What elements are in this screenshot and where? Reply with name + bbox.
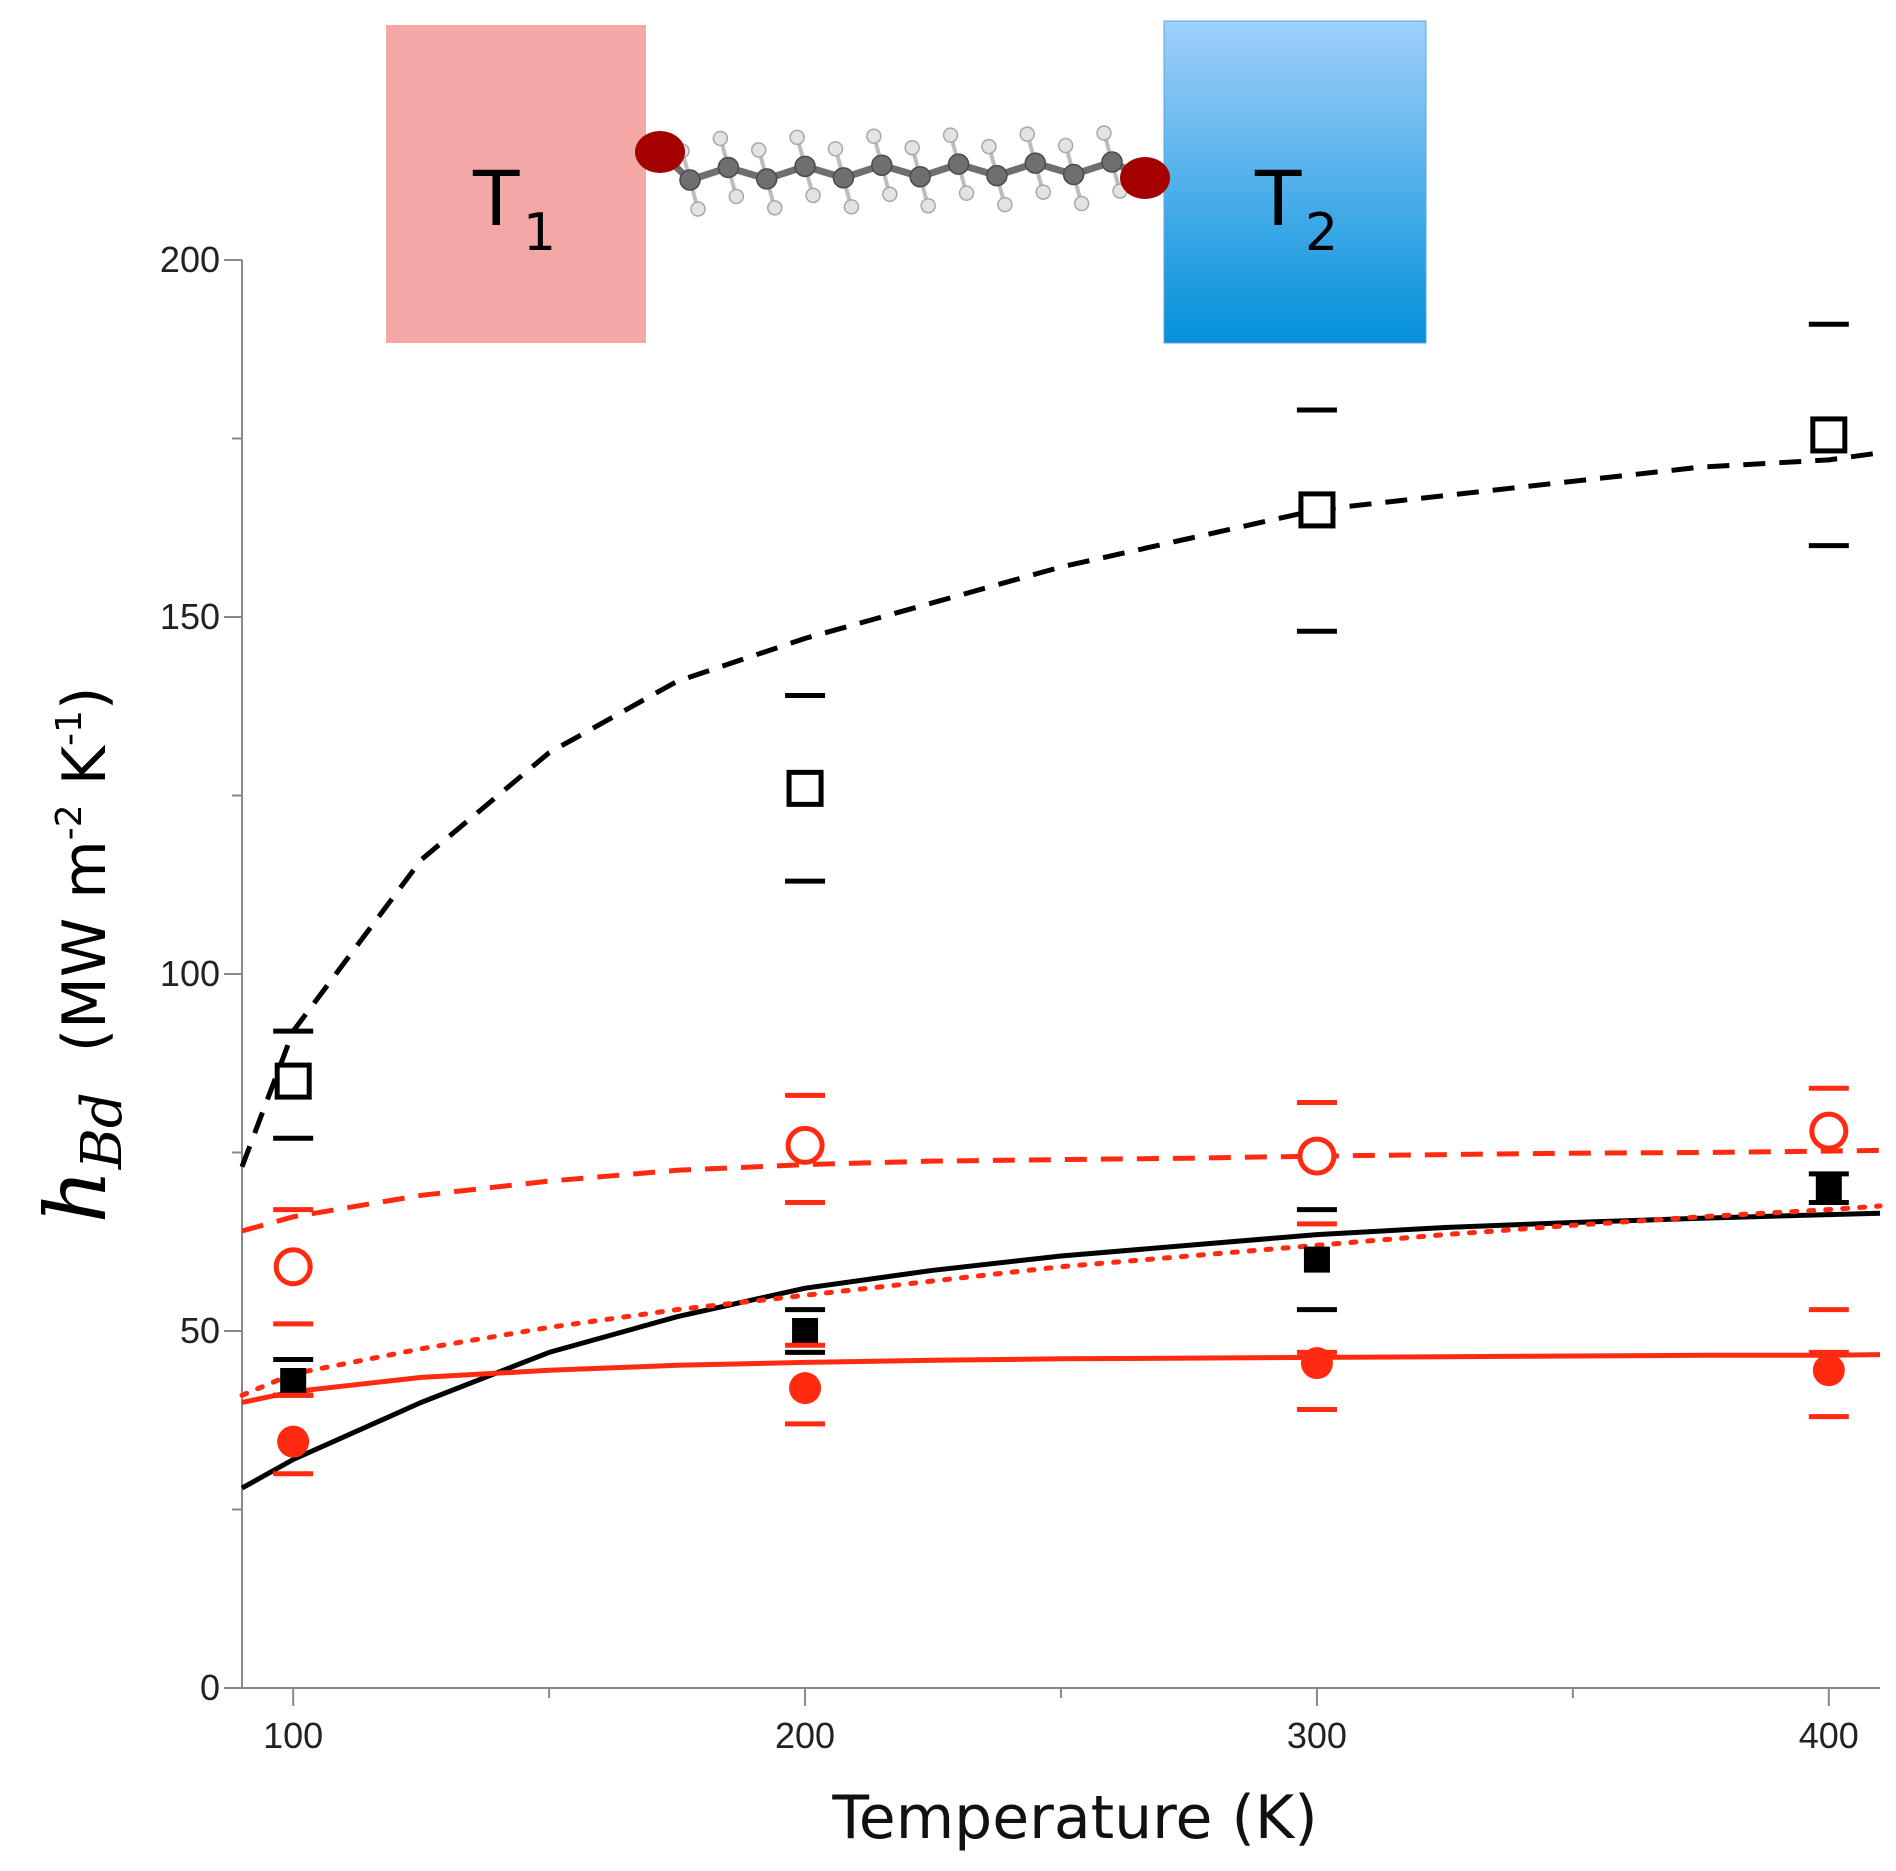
y-axis-units-end: ) (50, 687, 120, 710)
red-dashed-fit (241, 1147, 1881, 1234)
y-axis-subscript: Bd (70, 1092, 135, 1170)
x-tick-label: 200 (775, 1715, 835, 1756)
hydrogen-atom (690, 201, 706, 217)
x-axis-title: Temperature (K) (831, 1783, 1317, 1853)
open-red-circles-marker (1297, 1136, 1337, 1176)
carbon-atom (986, 164, 1008, 187)
carbon-atom (1024, 152, 1047, 174)
y-axis-units-exp2: -1 (49, 710, 90, 746)
alkane-chain-molecule (657, 125, 1147, 217)
hydrogen-atom (997, 196, 1013, 213)
y-tick-label: 100 (160, 953, 220, 994)
filled-black-squares-marker (792, 1318, 819, 1344)
carbon-atom (871, 154, 893, 177)
inset-schematic: T 1 T 2 (386, 20, 1427, 344)
hydrogen-atom (866, 128, 882, 145)
red-solid-fit (241, 1352, 1881, 1405)
hydrogen-atom (805, 187, 821, 204)
hydrogen-atom (712, 130, 729, 147)
hydrogen-atom (789, 129, 805, 146)
carbon-atom (1062, 163, 1085, 186)
y-axis-title: hBd (MW m-2 K-1) (27, 687, 135, 1224)
filled-black-squares-marker (1815, 1175, 1842, 1202)
hydrogen-atom (750, 142, 767, 158)
hydrogen-atom (827, 141, 844, 157)
black-dashed-fit (239, 450, 1881, 1168)
left-anchor-atom (635, 131, 685, 173)
hydrogen-atom (766, 200, 783, 216)
open-black-squares-marker (786, 769, 824, 807)
y-axis-units-exp1: -2 (49, 804, 90, 840)
open-red-circles-marker (785, 1125, 825, 1165)
open-black-squares-marker (274, 1062, 312, 1100)
y-tick-label: 50 (180, 1310, 220, 1351)
hydrogen-atom (728, 188, 745, 205)
filled-red-circles-marker (789, 1372, 822, 1405)
carbon-atom (947, 153, 970, 175)
y-tick-label: 0 (200, 1667, 220, 1708)
x-tick-label: 400 (1799, 1715, 1859, 1756)
x-tick-label: 300 (1287, 1715, 1347, 1756)
y-axis-units: (MW m (50, 840, 120, 1052)
hydrogen-atom (958, 185, 975, 201)
left-reservoir-label: T (472, 154, 520, 243)
carbon-atom (832, 167, 855, 189)
open-red-circles-marker (1809, 1111, 1849, 1151)
open-black-squares-marker (1810, 416, 1848, 454)
y-tick-label: 150 (160, 596, 220, 637)
data-markers (273, 321, 1849, 1477)
filled-red-circles-marker (1812, 1354, 1845, 1387)
x-tick-label: 100 (263, 1715, 323, 1756)
hydrogen-atom (882, 186, 898, 203)
right-reservoir-subscript: 2 (1305, 203, 1338, 263)
hydrogen-atom (920, 197, 936, 214)
carbon-atom (1101, 151, 1123, 173)
open-black-squares-marker (1298, 491, 1336, 529)
hydrogen-atom (1057, 137, 1074, 154)
left-reservoir-box (386, 25, 646, 343)
hydrogen-atom (1096, 125, 1112, 141)
hydrogen-atom (843, 199, 860, 215)
hydrogen-atom (1019, 126, 1036, 142)
black-solid-fit (240, 1210, 1881, 1491)
svg-text:hBd(MW m-2 K-1): hBd (MW m-2 K-1) (27, 687, 135, 1224)
y-axis-symbol: h (27, 1169, 125, 1223)
right-reservoir-label: T (1254, 154, 1302, 243)
red-dotted-fit (239, 1203, 1883, 1398)
right-anchor-atom (1120, 157, 1170, 199)
carbon-atom (755, 168, 778, 190)
filled-black-squares-marker (1303, 1246, 1330, 1273)
carbon-atom (909, 165, 931, 188)
y-tick-label: 200 (160, 239, 220, 280)
carbon-atom (717, 156, 740, 179)
hydrogen-atom (1073, 195, 1090, 212)
hydrogen-atom (904, 139, 920, 156)
carbon-atom (794, 155, 816, 178)
filled-red-circles-marker (1300, 1347, 1333, 1380)
filled-black-squares-marker (280, 1367, 307, 1394)
y-axis-units-mid: K (50, 744, 120, 804)
filled-red-circles-marker (277, 1425, 310, 1458)
hydrogen-atom (981, 138, 997, 155)
right-reservoir-box (1163, 20, 1427, 344)
hydrogen-atom (942, 127, 959, 143)
fit-curves (239, 450, 1883, 1491)
carbon-atom (679, 169, 701, 191)
axes: 0 50 100 150 200 100 200 300 400 (160, 239, 1880, 1756)
left-reservoir-subscript: 1 (523, 203, 556, 263)
hydrogen-atom (1035, 184, 1052, 200)
open-red-circles-marker (273, 1247, 313, 1287)
